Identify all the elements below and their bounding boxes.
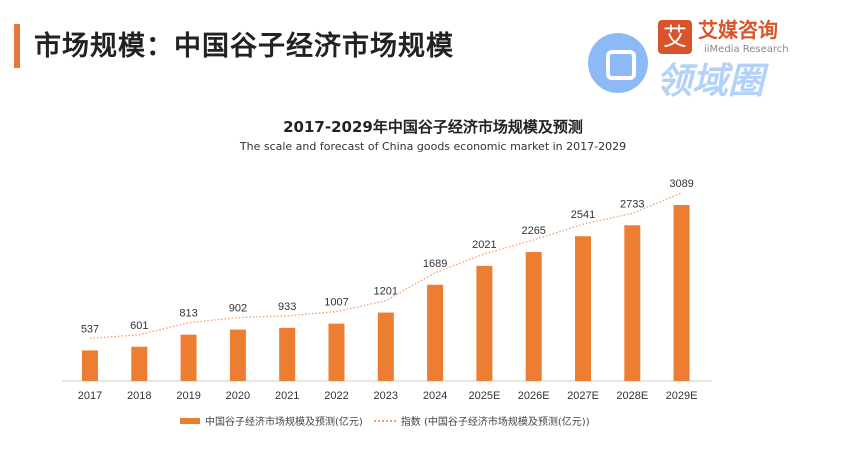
data-label: 1689 xyxy=(423,258,447,270)
x-tick-label: 2023 xyxy=(374,390,398,402)
watermark-logo-icon xyxy=(588,33,648,93)
data-label: 1007 xyxy=(324,297,348,309)
x-tick-label: 2019 xyxy=(176,390,200,402)
data-label: 933 xyxy=(278,301,296,313)
brand-name: 艾媒咨询 xyxy=(698,18,778,42)
bar xyxy=(279,327,296,381)
x-tick-label: 2017 xyxy=(78,390,102,402)
watermark-text: 领域圈 xyxy=(656,61,765,102)
data-label: 2021 xyxy=(472,239,496,251)
bar xyxy=(328,323,345,381)
data-label: 601 xyxy=(130,320,148,332)
bar xyxy=(673,205,690,381)
data-label: 3089 xyxy=(669,178,693,190)
bar xyxy=(575,236,591,381)
x-tick-label: 2028E xyxy=(616,390,648,402)
chart-title: 2017-2029年中国谷子经济市场规模及预测 xyxy=(283,118,583,136)
legend-bar-label: 中国谷子经济市场规模及预测(亿元) xyxy=(205,417,363,428)
bar xyxy=(377,312,394,381)
bar xyxy=(82,350,98,381)
data-label: 813 xyxy=(179,308,197,320)
data-label: 1201 xyxy=(374,286,398,298)
x-tick-label: 2022 xyxy=(324,390,348,402)
title-accent-bar xyxy=(14,24,20,68)
bar xyxy=(427,284,444,381)
x-tick-label: 2018 xyxy=(127,390,151,402)
bar xyxy=(624,225,641,381)
data-label: 2265 xyxy=(521,225,545,237)
x-tick-label: 2026E xyxy=(518,390,550,402)
x-tick-label: 2024 xyxy=(423,390,447,402)
legend-bar-swatch xyxy=(180,417,200,424)
brand-logo-icon: 艾 xyxy=(658,20,692,54)
data-label: 2733 xyxy=(620,198,644,210)
index-line xyxy=(89,192,682,340)
bar xyxy=(180,334,197,381)
brand-name-en: iiMedia Research xyxy=(704,44,789,55)
data-label: 2541 xyxy=(571,209,595,221)
x-tick-label: 2021 xyxy=(275,390,299,402)
legend: 中国谷子经济市场规模及预测(亿元) 指数 (中国谷子经济市场规模及预测(亿元)) xyxy=(180,413,590,428)
legend-line-label: 指数 (中国谷子经济市场规模及预测(亿元)) xyxy=(400,417,590,428)
bar xyxy=(476,265,493,381)
bar xyxy=(131,346,148,381)
bar xyxy=(525,251,542,381)
page-title: 市场规模：中国谷子经济市场规模 xyxy=(34,31,454,62)
x-tick-label: 2025E xyxy=(468,390,500,402)
bar xyxy=(229,329,246,381)
chart-subtitle: The scale and forecast of China goods ec… xyxy=(239,140,627,153)
legend-line-swatch xyxy=(373,419,396,422)
x-tick-label: 2027E xyxy=(567,390,599,402)
x-tick-label: 2020 xyxy=(226,390,250,402)
x-tick-label: 2029E xyxy=(666,390,698,402)
data-label: 902 xyxy=(229,303,247,315)
data-label: 537 xyxy=(81,323,99,335)
